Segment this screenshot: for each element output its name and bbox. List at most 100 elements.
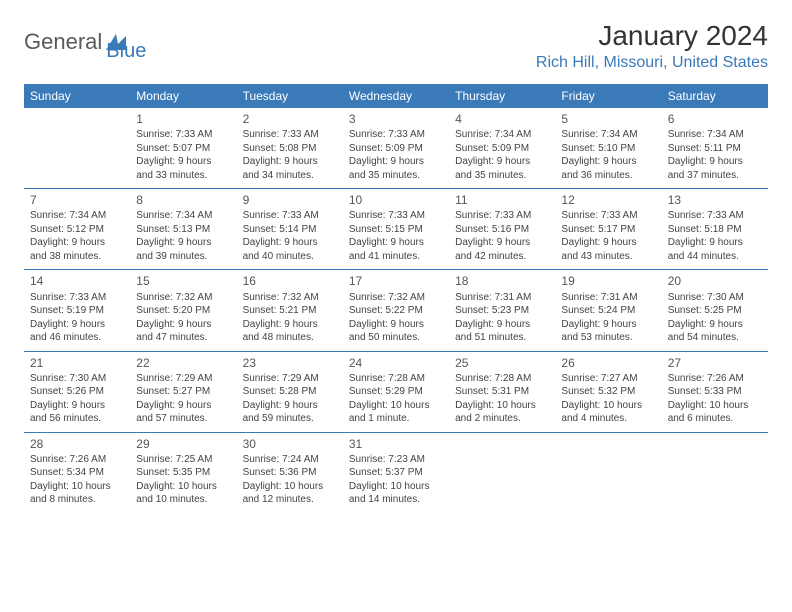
day-sunrise: Sunrise: 7:34 AM [455, 128, 549, 142]
day-cell: 20Sunrise: 7:30 AMSunset: 5:25 PMDayligh… [662, 270, 768, 351]
calendar-row: 7Sunrise: 7:34 AMSunset: 5:12 PMDaylight… [24, 189, 768, 270]
empty-cell [449, 432, 555, 513]
day-number: 28 [30, 436, 124, 452]
day-sunset: Sunset: 5:19 PM [30, 304, 124, 318]
day-cell: 14Sunrise: 7:33 AMSunset: 5:19 PMDayligh… [24, 270, 130, 351]
day-cell: 8Sunrise: 7:34 AMSunset: 5:13 PMDaylight… [130, 189, 236, 270]
weekday-header-row: SundayMondayTuesdayWednesdayThursdayFrid… [24, 84, 768, 108]
day-daylight1: Daylight: 9 hours [561, 155, 655, 169]
calendar-row: 21Sunrise: 7:30 AMSunset: 5:26 PMDayligh… [24, 351, 768, 432]
day-number: 29 [136, 436, 230, 452]
day-daylight2: and 57 minutes. [136, 412, 230, 426]
day-sunrise: Sunrise: 7:33 AM [136, 128, 230, 142]
day-sunset: Sunset: 5:25 PM [668, 304, 762, 318]
day-sunset: Sunset: 5:17 PM [561, 223, 655, 237]
day-sunrise: Sunrise: 7:34 AM [30, 209, 124, 223]
day-cell: 30Sunrise: 7:24 AMSunset: 5:36 PMDayligh… [237, 432, 343, 513]
day-daylight2: and 39 minutes. [136, 250, 230, 264]
day-sunset: Sunset: 5:22 PM [349, 304, 443, 318]
day-daylight2: and 43 minutes. [561, 250, 655, 264]
day-sunset: Sunset: 5:20 PM [136, 304, 230, 318]
day-daylight2: and 6 minutes. [668, 412, 762, 426]
day-sunrise: Sunrise: 7:34 AM [136, 209, 230, 223]
day-sunset: Sunset: 5:16 PM [455, 223, 549, 237]
location: Rich Hill, Missouri, United States [536, 54, 768, 72]
day-sunrise: Sunrise: 7:28 AM [455, 372, 549, 386]
day-cell: 28Sunrise: 7:26 AMSunset: 5:34 PMDayligh… [24, 432, 130, 513]
day-daylight1: Daylight: 10 hours [561, 399, 655, 413]
day-sunset: Sunset: 5:26 PM [30, 385, 124, 399]
day-number: 13 [668, 192, 762, 208]
day-number: 21 [30, 355, 124, 371]
day-sunrise: Sunrise: 7:29 AM [243, 372, 337, 386]
title-block: January 2024 Rich Hill, Missouri, United… [536, 20, 768, 72]
day-sunrise: Sunrise: 7:28 AM [349, 372, 443, 386]
day-daylight1: Daylight: 9 hours [349, 236, 443, 250]
day-sunrise: Sunrise: 7:33 AM [349, 128, 443, 142]
day-sunset: Sunset: 5:34 PM [30, 466, 124, 480]
header: General Blue January 2024 Rich Hill, Mis… [24, 20, 768, 72]
day-daylight1: Daylight: 9 hours [136, 236, 230, 250]
day-daylight1: Daylight: 9 hours [243, 318, 337, 332]
day-number: 27 [668, 355, 762, 371]
day-sunrise: Sunrise: 7:33 AM [668, 209, 762, 223]
day-daylight1: Daylight: 9 hours [668, 318, 762, 332]
day-sunset: Sunset: 5:29 PM [349, 385, 443, 399]
day-daylight2: and 35 minutes. [455, 169, 549, 183]
day-number: 3 [349, 111, 443, 127]
day-cell: 17Sunrise: 7:32 AMSunset: 5:22 PMDayligh… [343, 270, 449, 351]
day-daylight2: and 59 minutes. [243, 412, 337, 426]
day-sunrise: Sunrise: 7:27 AM [561, 372, 655, 386]
day-number: 2 [243, 111, 337, 127]
day-daylight1: Daylight: 9 hours [243, 155, 337, 169]
day-number: 25 [455, 355, 549, 371]
day-number: 24 [349, 355, 443, 371]
day-sunset: Sunset: 5:08 PM [243, 142, 337, 156]
day-sunrise: Sunrise: 7:25 AM [136, 453, 230, 467]
day-daylight1: Daylight: 9 hours [136, 399, 230, 413]
day-number: 18 [455, 273, 549, 289]
calendar-row: 28Sunrise: 7:26 AMSunset: 5:34 PMDayligh… [24, 432, 768, 513]
day-daylight2: and 14 minutes. [349, 493, 443, 507]
day-daylight2: and 51 minutes. [455, 331, 549, 345]
day-sunrise: Sunrise: 7:34 AM [668, 128, 762, 142]
weekday-header: Tuesday [237, 84, 343, 108]
day-daylight1: Daylight: 9 hours [668, 155, 762, 169]
day-daylight2: and 48 minutes. [243, 331, 337, 345]
day-daylight1: Daylight: 9 hours [136, 318, 230, 332]
day-daylight2: and 33 minutes. [136, 169, 230, 183]
day-daylight1: Daylight: 9 hours [455, 155, 549, 169]
day-sunset: Sunset: 5:13 PM [136, 223, 230, 237]
empty-cell [24, 108, 130, 189]
empty-cell [555, 432, 661, 513]
day-number: 8 [136, 192, 230, 208]
day-cell: 11Sunrise: 7:33 AMSunset: 5:16 PMDayligh… [449, 189, 555, 270]
day-cell: 10Sunrise: 7:33 AMSunset: 5:15 PMDayligh… [343, 189, 449, 270]
day-sunrise: Sunrise: 7:33 AM [30, 291, 124, 305]
day-daylight2: and 44 minutes. [668, 250, 762, 264]
day-cell: 21Sunrise: 7:30 AMSunset: 5:26 PMDayligh… [24, 351, 130, 432]
day-daylight2: and 36 minutes. [561, 169, 655, 183]
day-cell: 9Sunrise: 7:33 AMSunset: 5:14 PMDaylight… [237, 189, 343, 270]
day-cell: 6Sunrise: 7:34 AMSunset: 5:11 PMDaylight… [662, 108, 768, 189]
day-sunrise: Sunrise: 7:33 AM [455, 209, 549, 223]
day-sunrise: Sunrise: 7:23 AM [349, 453, 443, 467]
day-cell: 5Sunrise: 7:34 AMSunset: 5:10 PMDaylight… [555, 108, 661, 189]
day-cell: 27Sunrise: 7:26 AMSunset: 5:33 PMDayligh… [662, 351, 768, 432]
day-sunrise: Sunrise: 7:26 AM [30, 453, 124, 467]
day-cell: 12Sunrise: 7:33 AMSunset: 5:17 PMDayligh… [555, 189, 661, 270]
day-number: 20 [668, 273, 762, 289]
day-daylight2: and 54 minutes. [668, 331, 762, 345]
calendar-row: 14Sunrise: 7:33 AMSunset: 5:19 PMDayligh… [24, 270, 768, 351]
day-sunset: Sunset: 5:35 PM [136, 466, 230, 480]
calendar-body: 1Sunrise: 7:33 AMSunset: 5:07 PMDaylight… [24, 108, 768, 513]
calendar-table: SundayMondayTuesdayWednesdayThursdayFrid… [24, 84, 768, 513]
day-number: 30 [243, 436, 337, 452]
day-sunset: Sunset: 5:32 PM [561, 385, 655, 399]
day-sunset: Sunset: 5:36 PM [243, 466, 337, 480]
day-number: 26 [561, 355, 655, 371]
day-cell: 31Sunrise: 7:23 AMSunset: 5:37 PMDayligh… [343, 432, 449, 513]
day-daylight1: Daylight: 9 hours [349, 155, 443, 169]
day-cell: 13Sunrise: 7:33 AMSunset: 5:18 PMDayligh… [662, 189, 768, 270]
weekday-header: Thursday [449, 84, 555, 108]
